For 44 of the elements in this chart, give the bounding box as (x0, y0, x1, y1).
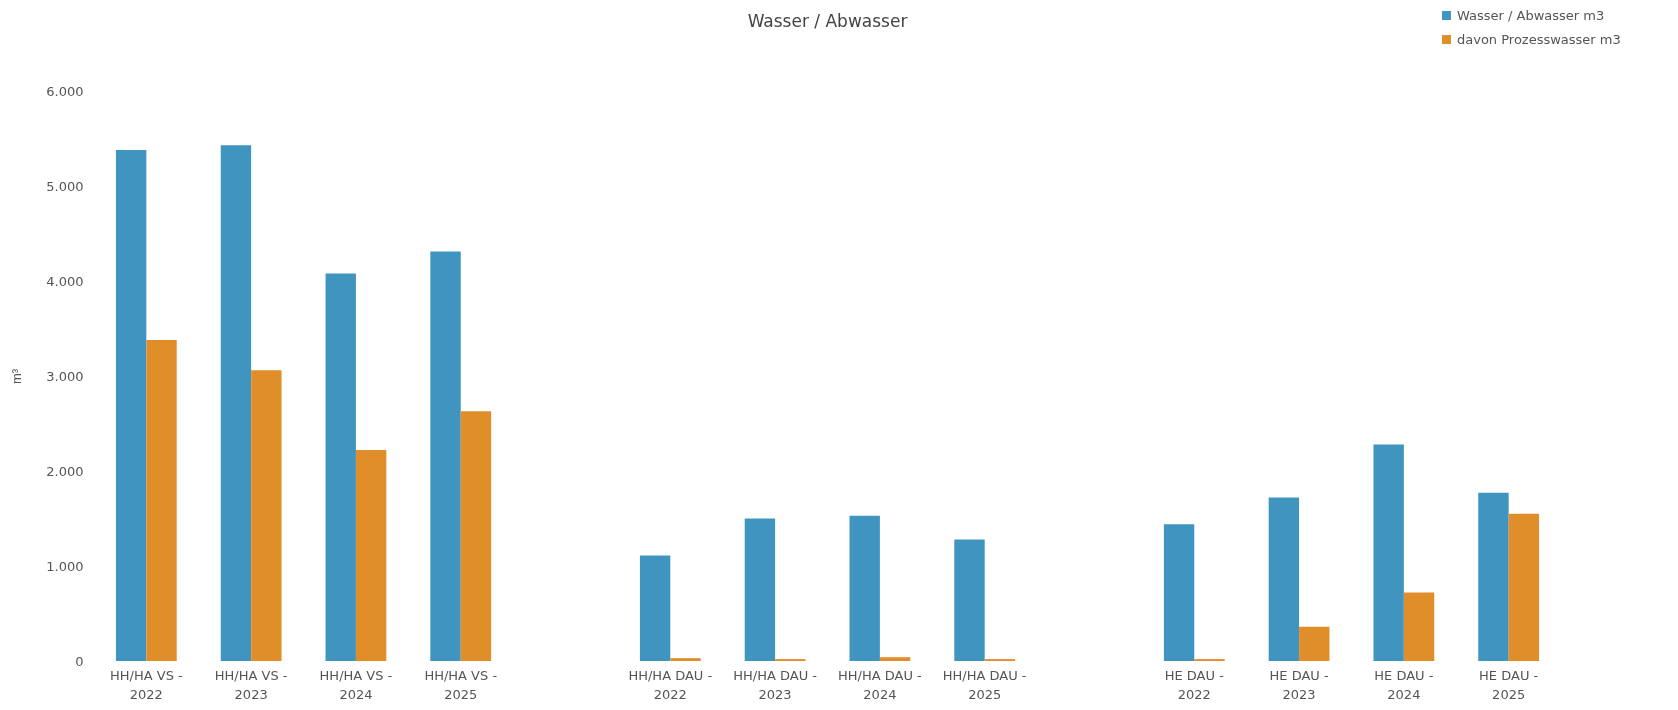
y-tick-label: 1.000 (46, 558, 84, 574)
x-tick-label: HH/HA DAU - 2024 (838, 667, 923, 702)
x-tick-label: HH/HA VS - 2025 (424, 667, 498, 702)
y-axis-title: m³ (9, 368, 25, 385)
bar (744, 518, 776, 661)
bar (430, 251, 461, 661)
bar (251, 370, 282, 661)
y-tick-label: 0 (75, 653, 84, 669)
x-tick-label: HE DAU - 2022 (1164, 667, 1225, 702)
y-tick-label: 5.000 (46, 178, 84, 194)
bar (460, 411, 492, 661)
legend-label: Wasser / Abwasser m3 (1457, 7, 1605, 23)
bar (1373, 444, 1404, 661)
y-tick-label: 2.000 (46, 463, 84, 479)
x-tick-label: HH/HA VS - 2023 (214, 667, 288, 702)
bar (1403, 592, 1435, 661)
y-tick-label: 3.000 (46, 368, 84, 384)
y-tick-label: 6.000 (46, 83, 84, 99)
bar (879, 657, 911, 661)
bar (146, 339, 177, 661)
bar (1508, 513, 1540, 661)
bar (670, 658, 701, 661)
bar (849, 515, 880, 661)
bar (325, 273, 356, 661)
bar (1268, 497, 1300, 661)
x-tick-label: HE DAU - 2023 (1269, 667, 1329, 702)
legend-label: davon Prozesswasser m3 (1457, 31, 1621, 47)
bar (355, 450, 387, 661)
x-tick-label: HE DAU - 2024 (1374, 667, 1434, 702)
x-tick-label: HH/HA DAU - 2025 (942, 667, 1027, 702)
y-tick-label: 4.000 (46, 273, 84, 289)
bar (954, 539, 985, 661)
x-tick-label: HH/HA VS - 2024 (319, 667, 393, 702)
bar (1163, 524, 1195, 661)
bar (115, 149, 147, 661)
bar (1299, 626, 1330, 661)
bar (1478, 492, 1509, 661)
x-tick-label: HH/HA DAU - 2023 (733, 667, 818, 702)
bar (220, 145, 252, 661)
chart-title: Wasser / Abwasser (747, 11, 908, 31)
x-tick-label: HH/HA DAU - 2022 (628, 667, 713, 702)
bar (639, 555, 671, 661)
x-tick-label: HE DAU - 2025 (1479, 667, 1539, 702)
x-tick-label: HH/HA VS - 2022 (110, 667, 184, 702)
